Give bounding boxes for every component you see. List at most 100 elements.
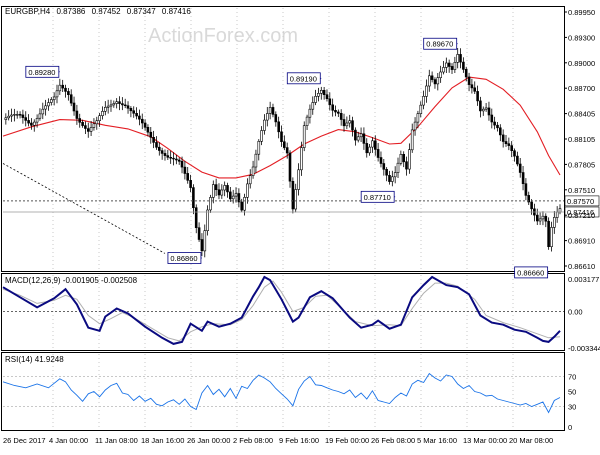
- candle-body: [297, 169, 300, 190]
- current-price-label: 0.87416: [567, 208, 594, 217]
- candle-body: [277, 121, 281, 133]
- rsi-tick-label: 0: [568, 423, 572, 432]
- candle-body: [300, 147, 303, 171]
- candle-body: [217, 189, 221, 196]
- candle-body: [547, 220, 550, 247]
- candle-body: [470, 84, 474, 89]
- candle-body: [280, 131, 283, 143]
- candle-body: [15, 114, 19, 116]
- candle-body: [274, 114, 278, 123]
- candle-body: [558, 208, 562, 213]
- macd-tick-label: -0.003344: [568, 344, 600, 353]
- candle-body: [172, 157, 175, 160]
- candle-body: [7, 115, 10, 119]
- candle-body: [305, 116, 309, 126]
- candle-body: [109, 104, 113, 107]
- candle-body: [516, 155, 519, 165]
- candle-body: [32, 121, 36, 126]
- candle-body: [527, 195, 531, 203]
- close-value: 0.87416: [162, 7, 191, 16]
- annotation-box: [360, 190, 395, 203]
- annotation-label: 0.87710: [364, 193, 391, 202]
- candle-body: [177, 159, 181, 162]
- candle-body: [104, 107, 107, 112]
- annotation-box: [423, 37, 458, 50]
- candle-body: [487, 107, 491, 116]
- candle-body: [541, 215, 545, 220]
- level-price-label-box: [564, 195, 600, 207]
- candle-body: [362, 133, 366, 144]
- candle-body: [510, 145, 514, 152]
- candle-body: [291, 181, 295, 210]
- candle-body: [121, 103, 124, 106]
- candle-body: [41, 108, 45, 115]
- current-price-label-box: [564, 206, 600, 218]
- candle-body: [530, 201, 533, 210]
- candle-body: [325, 94, 329, 99]
- candle-body: [382, 163, 386, 170]
- x-tick-label: 20 Mar 08:00: [509, 436, 553, 445]
- candle-body: [410, 129, 414, 151]
- macd-line: [2, 275, 561, 345]
- candle-body: [81, 122, 84, 126]
- candle-body: [294, 189, 298, 210]
- candle-body: [106, 105, 110, 108]
- candle-body: [220, 189, 224, 196]
- y-tick-label: 0.86910: [568, 237, 595, 246]
- candle-body: [507, 143, 511, 146]
- watermark: ActionForex.com: [148, 25, 298, 47]
- candle-body: [447, 62, 451, 67]
- candle-body: [385, 169, 388, 176]
- x-tick-label: 13 Mar 00:00: [463, 436, 507, 445]
- annotation-label: 0.86860: [170, 254, 197, 263]
- annotation-box: [25, 65, 60, 78]
- moving-average-layer: [2, 76, 561, 179]
- candle-body: [112, 103, 116, 106]
- candle-body: [425, 85, 428, 97]
- candle-body: [61, 84, 65, 89]
- level-price-label: 0.87570: [567, 197, 594, 206]
- candle-body: [18, 114, 22, 116]
- candle-body: [302, 125, 306, 148]
- candle-body: [271, 107, 275, 115]
- candle-body: [550, 227, 553, 247]
- candle-body: [126, 105, 130, 109]
- candle-body: [13, 114, 16, 116]
- candle-body: [194, 207, 198, 228]
- chart-symbol: EURGBP,H4 0.87386 0.87452 0.87347 0.8741…: [5, 7, 191, 16]
- candle-body: [169, 157, 172, 159]
- candle-body: [58, 84, 62, 92]
- candle-body: [246, 183, 249, 198]
- candle-body: [311, 102, 315, 110]
- candle-body: [152, 137, 155, 143]
- candle-body: [456, 54, 460, 63]
- candle-body: [47, 102, 50, 107]
- candle-body: [476, 91, 479, 102]
- candle-body: [138, 115, 141, 120]
- y-tick-label: 0.87210: [568, 211, 595, 220]
- candle-body: [348, 120, 352, 124]
- candle-body: [405, 161, 408, 170]
- candle-body: [282, 141, 286, 148]
- candle-body: [203, 230, 207, 252]
- high-value: 0.87452: [92, 7, 121, 16]
- candle-body: [288, 152, 292, 182]
- candle-body: [189, 180, 192, 188]
- y-tick-label: 0.86610: [568, 262, 595, 271]
- candle-body: [314, 96, 317, 103]
- candle-body: [44, 105, 47, 110]
- candle-body: [143, 122, 147, 128]
- candle-body: [251, 166, 255, 176]
- candle-body: [373, 140, 377, 150]
- annotation-label: 0.86660: [517, 268, 544, 277]
- candle-body: [192, 187, 195, 209]
- macd-tick-label: 0.003177: [568, 275, 599, 284]
- candle-body: [552, 217, 556, 228]
- candle-body: [186, 173, 189, 181]
- candle-body: [439, 71, 442, 78]
- candle-body: [331, 104, 335, 111]
- candle-body: [524, 183, 528, 196]
- candle-body: [183, 166, 187, 174]
- candle-body: [149, 131, 153, 138]
